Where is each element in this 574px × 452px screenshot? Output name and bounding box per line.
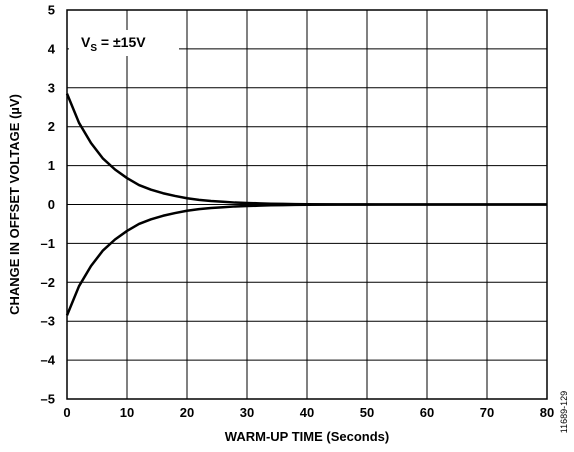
y-tick-label: 5 <box>48 3 55 18</box>
x-tick-labels: 0 10 20 30 40 50 60 70 80 <box>63 405 554 420</box>
y-tick-label: –5 <box>41 392 55 407</box>
y-tick-labels: 5 4 3 2 1 0 –1 –2 –3 –4 –5 <box>41 3 56 407</box>
x-tick-label: 80 <box>540 405 554 420</box>
x-tick-label: 40 <box>300 405 314 420</box>
y-tick-label: 3 <box>48 80 55 95</box>
series-group <box>65 93 547 316</box>
plot-frame <box>66 9 548 400</box>
x-tick-label: 70 <box>480 405 494 420</box>
y-tick-label: –3 <box>41 314 55 329</box>
y-tick-label: –1 <box>41 236 55 251</box>
supply-annotation: VS = ±15V <box>69 30 179 56</box>
annotation-background <box>69 30 179 56</box>
x-tick-label: 10 <box>120 405 134 420</box>
x-tick-label: 0 <box>63 405 70 420</box>
x-tick-label: 20 <box>180 405 194 420</box>
x-tick-label: 60 <box>420 405 434 420</box>
annotation-suffix: = ±15V <box>97 34 146 50</box>
y-tick-label: –4 <box>41 353 56 368</box>
x-tick-label: 30 <box>240 405 254 420</box>
y-tick-label: –2 <box>41 275 55 290</box>
annotation-subscript: S <box>90 43 97 54</box>
series-line <box>65 203 547 316</box>
annotation-text: VS = ±15V <box>81 34 146 54</box>
y-tick-label: 0 <box>48 197 55 212</box>
y-axis-label: CHANGE IN OFFSET VOLTAGE (µV) <box>7 94 22 315</box>
annotation-prefix: V <box>81 34 91 50</box>
y-tick-label: 2 <box>48 119 55 134</box>
x-axis-label: WARM-UP TIME (Seconds) <box>225 429 389 444</box>
y-tick-label: 1 <box>48 158 55 173</box>
y-tick-label: 4 <box>48 41 56 56</box>
x-tick-label: 50 <box>360 405 374 420</box>
figure-id: 11689-129 <box>559 391 569 433</box>
